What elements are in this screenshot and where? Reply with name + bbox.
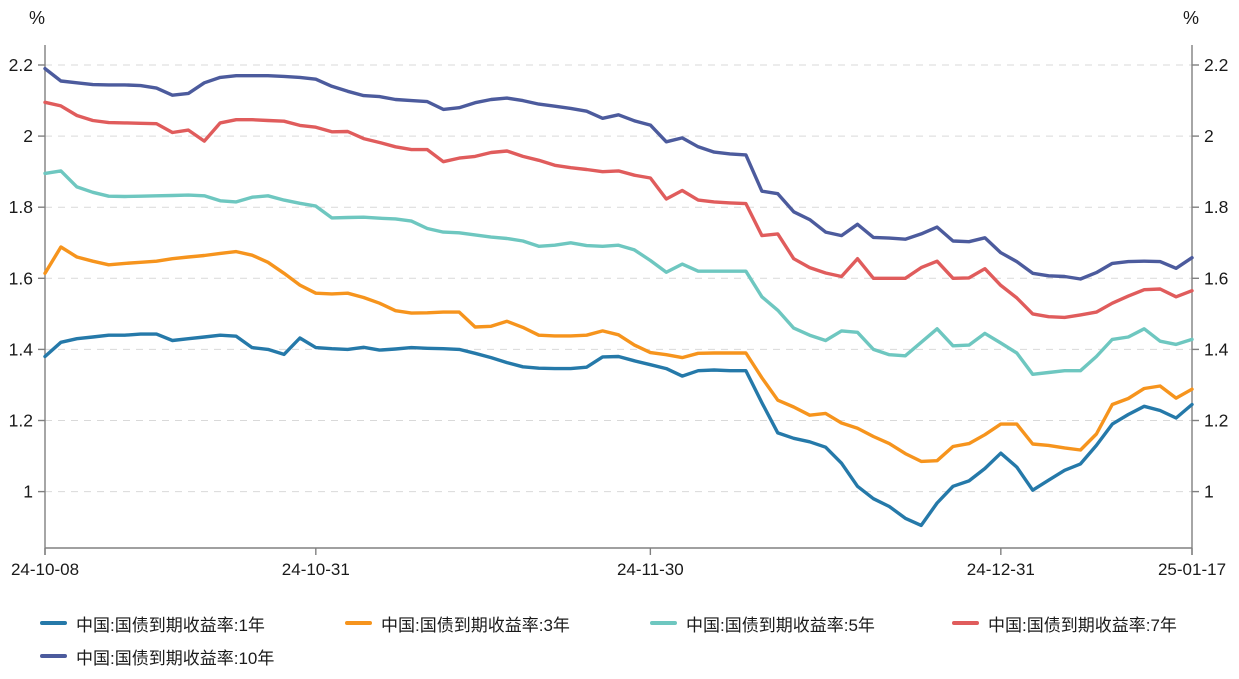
legend-item-cn-bond-yield-5y[interactable]: 中国:国债到期收益率:5年 <box>650 612 875 635</box>
y-tick-label-left: 1.6 <box>9 268 33 288</box>
x-tick-label: 25-01-17 <box>1158 560 1226 579</box>
legend-label-cn-bond-yield-3y: 中国:国债到期收益率:3年 <box>381 615 570 635</box>
series-line-cn-bond-yield-10y <box>43 66 1194 281</box>
y-axis-unit-left: % <box>29 8 46 28</box>
y-tick-label-left: 1 <box>23 482 33 502</box>
y-tick-label-right: 1.6 <box>1204 268 1228 288</box>
y-tick-label-right: 1 <box>1204 482 1214 502</box>
y-tick-label-left: 2 <box>23 126 33 146</box>
y-tick-label-right: 1.2 <box>1204 411 1228 431</box>
y-tick-label-left: 1.2 <box>9 411 33 431</box>
series-line-cn-bond-yield-7y <box>43 100 1194 320</box>
y-tick-label-right: 2 <box>1204 126 1214 146</box>
series-line-cn-bond-yield-5y <box>43 169 1194 376</box>
x-tick-label: 24-10-08 <box>11 560 79 579</box>
legend-item-cn-bond-yield-7y[interactable]: 中国:国债到期收益率:7年 <box>952 612 1177 635</box>
y-tick-label-right: 2.2 <box>1204 55 1228 75</box>
y-tick-label-right: 1.4 <box>1204 339 1229 359</box>
legend-swatch-cn-bond-yield-1y <box>40 620 67 626</box>
x-tick-label: 24-10-31 <box>282 560 350 579</box>
legend-swatch-cn-bond-yield-5y <box>650 620 677 626</box>
legend-item-cn-bond-yield-10y[interactable]: 中国:国债到期收益率:10年 <box>40 645 275 668</box>
x-tick-label: 24-12-31 <box>967 560 1035 579</box>
legend-item-cn-bond-yield-1y[interactable]: 中国:国债到期收益率:1年 <box>40 612 265 635</box>
legend-label-cn-bond-yield-1y: 中国:国债到期收益率:1年 <box>76 615 265 635</box>
legend-swatch-cn-bond-yield-3y <box>345 620 372 626</box>
y-tick-label-left: 1.8 <box>9 197 33 217</box>
legend-swatch-cn-bond-yield-7y <box>952 620 979 626</box>
legend-label-cn-bond-yield-7y: 中国:国债到期收益率:7年 <box>988 615 1177 635</box>
legend-swatch-cn-bond-yield-10y <box>40 653 67 659</box>
y-tick-label-right: 1.8 <box>1204 197 1228 217</box>
legend-label-cn-bond-yield-10y: 中国:国债到期收益率:10年 <box>76 648 275 668</box>
series-line-cn-bond-yield-3y <box>43 245 1194 464</box>
series-line-cn-bond-yield-1y <box>43 332 1194 528</box>
x-tick-label: 24-11-30 <box>617 560 684 579</box>
legend-label-cn-bond-yield-5y: 中国:国债到期收益率:5年 <box>686 615 875 635</box>
y-tick-label-left: 2.2 <box>9 55 33 75</box>
legend-item-cn-bond-yield-3y[interactable]: 中国:国债到期收益率:3年 <box>345 612 570 635</box>
y-axis-unit-right: % <box>1183 8 1200 28</box>
y-tick-label-left: 1.4 <box>9 339 34 359</box>
